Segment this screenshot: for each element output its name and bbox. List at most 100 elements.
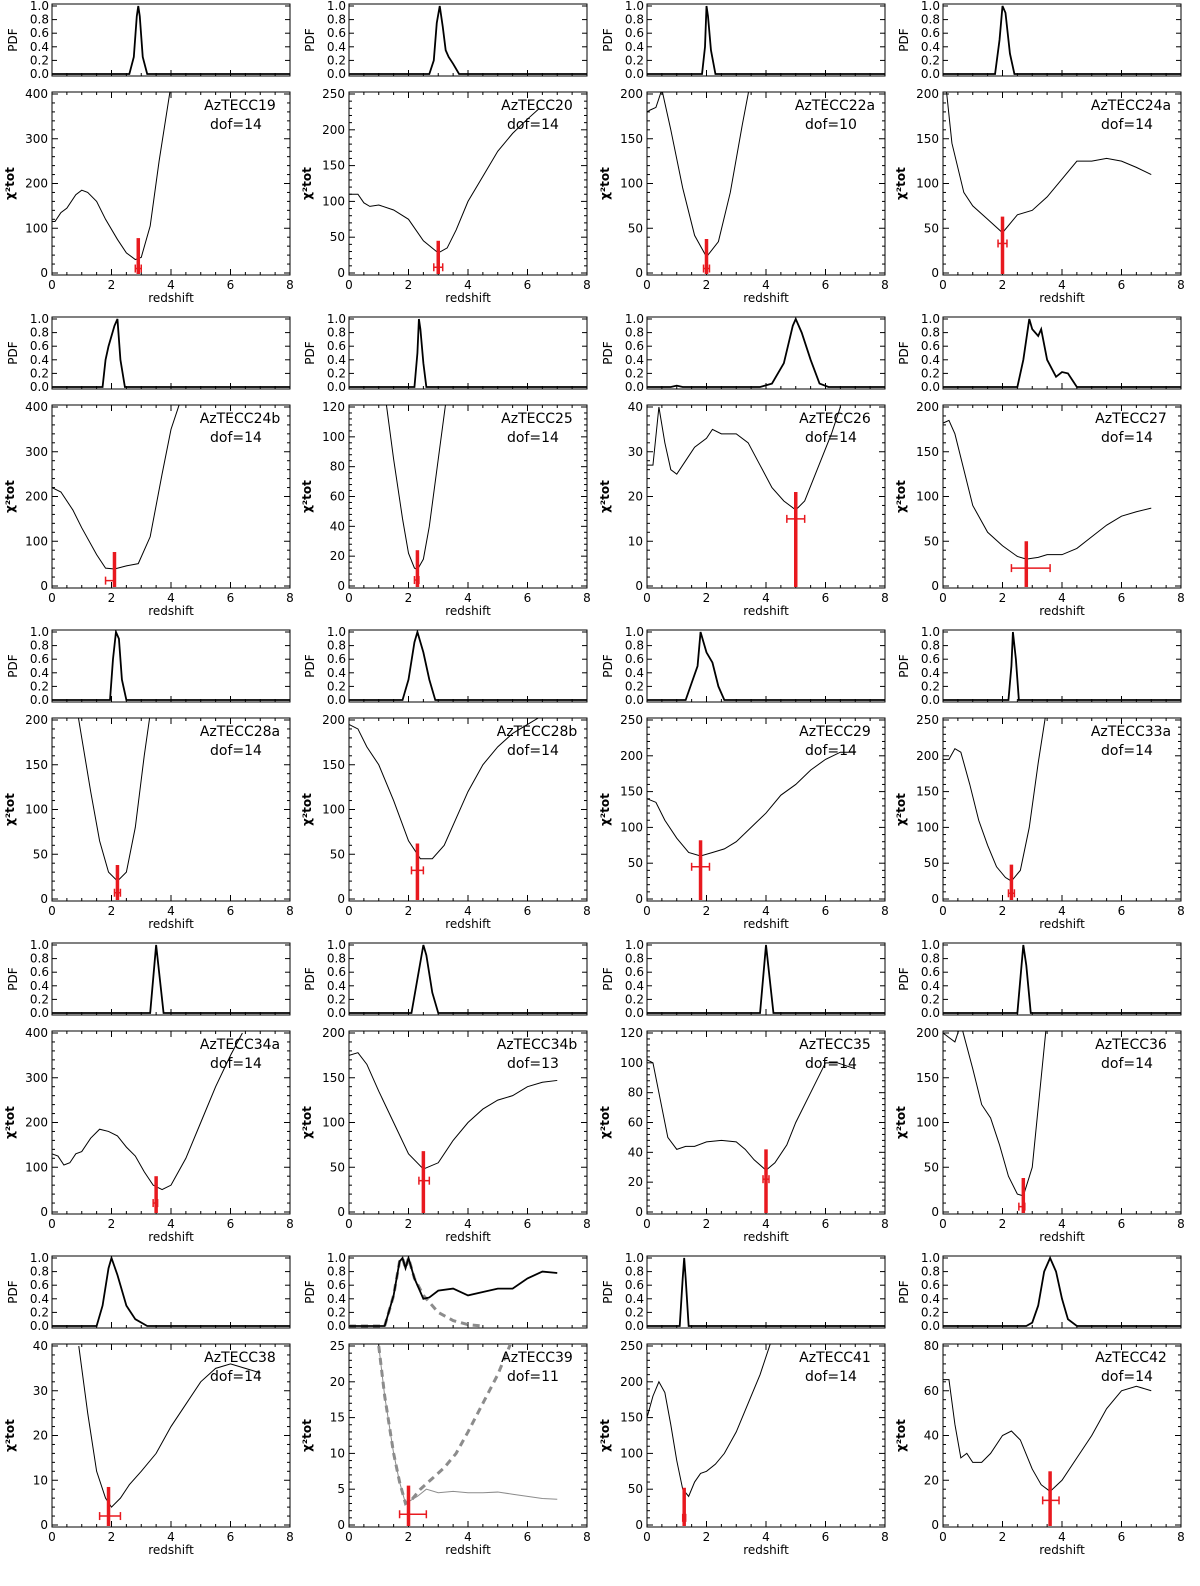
pdf-tick-label: 1.0 [625, 625, 644, 639]
chi-tick-label: 0 [40, 1205, 48, 1219]
pdf-tick-label: 0.0 [327, 67, 346, 81]
chi-xtick-label: 2 [405, 278, 413, 292]
chi-xtick-label: 0 [939, 278, 947, 292]
chi-xtick-label: 2 [703, 904, 711, 918]
chi-xtick-label: 4 [1058, 278, 1066, 292]
chi-tick-label: 200 [916, 400, 939, 414]
chi-tick-label: 150 [916, 785, 939, 799]
chi-curve [943, 419, 1152, 560]
pdf-curve [349, 5, 587, 75]
pdf-tick-label: 0.4 [921, 40, 940, 54]
pdf-tick-label: 0.2 [921, 1305, 940, 1319]
chi-tick-label: 50 [628, 856, 643, 870]
chi-axis-label: χ²tot [300, 1106, 314, 1139]
chi-xtick-label: 8 [881, 1530, 889, 1544]
pdf-tick-label: 0.8 [921, 13, 940, 27]
panel-aztecc26: 0.00.20.40.60.81.0 PDF 0 10 20 30 40 0 2 4 6 8 redsh… [598, 312, 889, 618]
chi-xtick-label: 6 [822, 1217, 830, 1231]
chi-tick-label: 100 [25, 803, 48, 817]
chi-tick-label: 150 [916, 1071, 939, 1085]
x-axis-label: redshift [148, 1230, 194, 1244]
source-name: AzTECC41 [799, 1350, 871, 1366]
pdf-tick-label: 0.2 [327, 679, 346, 693]
chi-tick-label: 100 [916, 1116, 939, 1130]
pdf-tick-label: 0.2 [30, 53, 49, 67]
chi-xtick-label: 0 [643, 1530, 651, 1544]
chi-xtick-label: 2 [405, 1530, 413, 1544]
chi-tick-label: 60 [924, 1384, 939, 1398]
pdf-tick-label: 0.2 [327, 53, 346, 67]
pdf-frame [646, 3, 886, 77]
pdf-tick-label: 0.2 [625, 992, 644, 1006]
pdf-tick-label: 0.4 [30, 1292, 49, 1306]
pdf-tick-label: 1.0 [30, 312, 49, 326]
chi-xtick-label: 2 [703, 1530, 711, 1544]
source-name: AzTECC20 [501, 98, 573, 114]
pdf-alt-curve [349, 1256, 484, 1328]
pdf-tick-label: 0.6 [327, 339, 346, 353]
pdf-tick-label: 0.8 [625, 952, 644, 966]
pdf-tick-label: 0.2 [625, 679, 644, 693]
chi-tick-label: 0 [337, 892, 345, 906]
x-axis-label: redshift [743, 917, 789, 931]
chi-tick-label: 300 [25, 445, 48, 459]
chi-xtick-label: 0 [643, 278, 651, 292]
pdf-tick-label: 0.4 [30, 353, 49, 367]
dof-label: dof=14 [1101, 117, 1153, 133]
chi-curve [52, 405, 180, 570]
pdf-tick-label: 0.6 [625, 339, 644, 353]
dof-label: dof=14 [210, 743, 262, 759]
pdf-tick-label: 0.2 [625, 366, 644, 380]
chi-tick-label: 100 [620, 1056, 643, 1070]
pdf-frame [51, 629, 291, 703]
chi-axis-label: χ²tot [300, 167, 314, 200]
chi-tick-label: 0 [337, 579, 345, 593]
pdf-frame [942, 1255, 1182, 1329]
pdf-tick-label: 0.6 [625, 652, 644, 666]
x-axis-label: redshift [148, 1543, 194, 1557]
chi-tick-label: 200 [916, 749, 939, 763]
chi-xtick-label: 2 [703, 1217, 711, 1231]
dof-label: dof=14 [507, 117, 559, 133]
chi-xtick-label: 8 [583, 1530, 591, 1544]
chi-xtick-label: 6 [822, 591, 830, 605]
pdf-tick-label: 1.0 [921, 938, 940, 952]
pdf-frame [348, 1255, 588, 1329]
chi-xtick-label: 6 [1118, 1217, 1126, 1231]
pdf-tick-label: 0.4 [625, 979, 644, 993]
panel-aztecc34b: 0.00.20.40.60.81.0 PDF 0 50 100 150 200 0 2 4 6 8 re… [300, 938, 591, 1244]
chi-tick-label: 0 [635, 266, 643, 280]
x-axis-label: redshift [445, 291, 491, 305]
x-axis-label: redshift [1039, 1230, 1085, 1244]
source-name: AzTECC42 [1095, 1350, 1167, 1366]
pdf-axis-label: PDF [6, 654, 20, 677]
chi-tick-label: 30 [628, 445, 643, 459]
panel-aztecc24a: 0.00.20.40.60.81.0 PDF 0 50 100 150 200 0 2 4 6 8 re… [894, 0, 1185, 305]
pdf-curve [52, 318, 290, 388]
pdf-axis-label: PDF [601, 654, 615, 677]
panel-aztecc29: 0.00.20.40.60.81.0 PDF 0 50 100 150 200 250 0 2 4 6… [598, 625, 889, 931]
chi-tick-label: 80 [924, 1339, 939, 1353]
chi-tick-label: 40 [330, 519, 345, 533]
chi-xtick-label: 8 [583, 591, 591, 605]
chi-tick-label: 150 [322, 159, 345, 173]
chi-tick-label: 50 [330, 847, 345, 861]
chi-tick-label: 400 [25, 87, 48, 101]
pdf-tick-label: 1.0 [921, 625, 940, 639]
pdf-curve [349, 944, 587, 1014]
source-name: AzTECC22a [795, 98, 875, 114]
pdf-tick-label: 0.4 [625, 353, 644, 367]
pdf-tick-label: 1.0 [921, 312, 940, 326]
chi-curve [349, 718, 540, 860]
panel-aztecc34a: 0.00.20.40.60.81.0 PDF 0 100 200 300 400 0 2 4 6 8 r… [3, 938, 294, 1244]
chi-xtick-label: 0 [643, 1217, 651, 1231]
pdf-curve [52, 5, 290, 75]
chi-curve [647, 406, 841, 511]
chi-xtick-label: 4 [464, 1530, 472, 1544]
chi-xtick-label: 4 [1058, 1530, 1066, 1544]
pdf-tick-label: 0.2 [921, 53, 940, 67]
chi-tick-label: 20 [924, 1473, 939, 1487]
chi-xtick-label: 0 [345, 1217, 353, 1231]
chi-xtick-label: 0 [48, 278, 56, 292]
